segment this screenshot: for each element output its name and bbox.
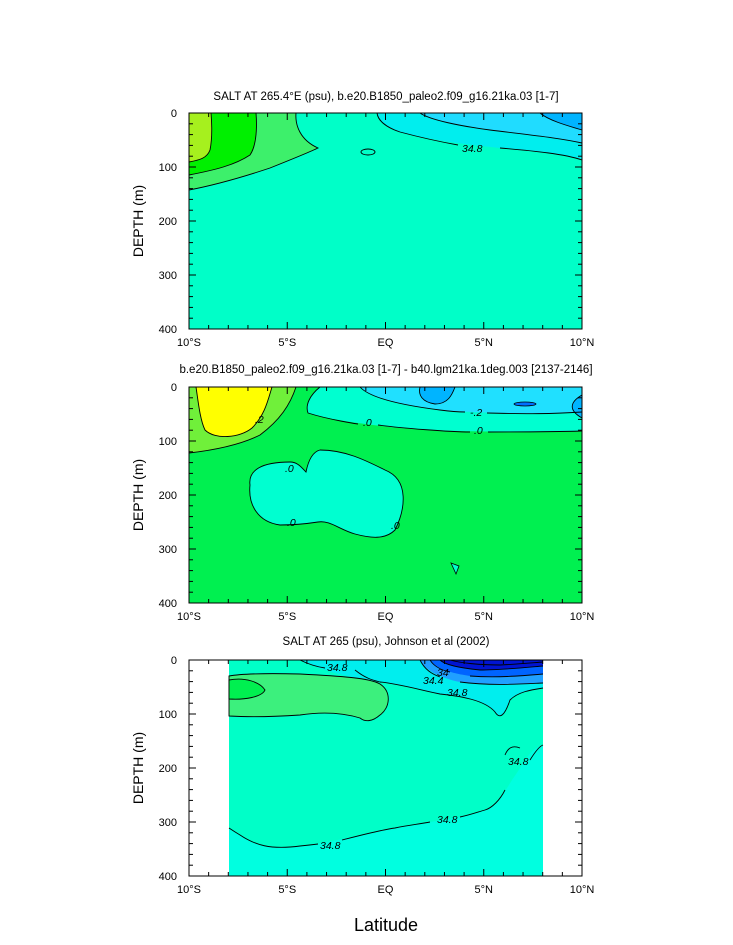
panel-3-x-tick-label: 5°N <box>475 884 494 896</box>
panel-1-plot: 34.8 <box>188 112 583 330</box>
panel-2-fill-region-8 <box>249 449 404 538</box>
panel-3-fill-region-7 <box>228 678 266 700</box>
panel-1-x-tick-label: 10°S <box>177 337 201 349</box>
panel-1-contour-line-5 <box>419 112 583 144</box>
panel-3-contour-line-6 <box>228 744 544 848</box>
panel-3-title: SALT AT 265 (psu), Johnson et al (2002) <box>283 636 490 648</box>
panel-2-contour-label-1: .2 <box>255 414 264 426</box>
panel-1-x-tick-label: EQ <box>378 337 394 349</box>
panel-2-x-tick-label: 5°S <box>278 611 296 623</box>
panel-1-x-tick-label: 10°N <box>570 337 595 349</box>
panel-2-fill-region-9 <box>450 562 460 576</box>
panel-2-contour-label-7: .0 <box>391 520 400 532</box>
panel-1-y-tick-label: 100 <box>159 162 177 174</box>
panel-1-contour-blob <box>360 148 376 156</box>
panel-2-axes: 10°S 5°S EQ 5°N 10°N 0 100 200 300 400 <box>159 382 595 623</box>
panel-3-plot: 34.8 34 34.4 34.8 34.8 34.8 34.8 <box>188 659 583 877</box>
panel-1-contour-line-2 <box>188 112 257 176</box>
panel-2-contour-line-3 <box>306 386 583 433</box>
panel-2-y-tick-label: 0 <box>171 382 177 394</box>
panel-3-contour-line-2 <box>419 659 544 685</box>
panel-1-x-tick-label: 5°S <box>278 337 296 349</box>
panel-3-contour-label-7: 34.8 <box>320 840 341 852</box>
panel-2-title: b.e20.B1850_paleo2.f09_g16.21ka.03 [1-7]… <box>179 364 592 376</box>
panel-1-fill-region-5 <box>420 113 582 143</box>
panel-1-contour-line-1 <box>188 112 320 191</box>
panel-2-contour-label-5: .0 <box>285 463 294 475</box>
panel-2-contour-line-5 <box>419 386 456 405</box>
panel-3-contour-label-2: 34 <box>437 667 449 679</box>
panel-2-contour-label-4: .0 <box>474 425 483 437</box>
panel-3-contour-line-5 <box>449 659 544 666</box>
panel-2-y-tick-label: 300 <box>159 544 177 556</box>
panel-3-contour-label-5: 34.8 <box>508 756 529 768</box>
panel-1: SALT AT 265.4°E (psu), b.e20.B1850_paleo… <box>130 91 594 349</box>
panel-3-y-tick-label: 200 <box>159 763 177 775</box>
panel-3: SALT AT 265 (psu), Johnson et al (2002) … <box>130 636 594 935</box>
panel-2-plot: .2 .0 -.2 .0 .0 .0 .0 <box>188 386 583 604</box>
panel-3-x-tick-label: 10°S <box>177 884 201 896</box>
panel-3-axes: 10°S 5°S EQ 5°N 10°N 0 100 200 300 400 <box>159 655 595 896</box>
panel-2-fill-region-2 <box>196 387 272 437</box>
panel-3-xlabel: Latitude <box>354 915 418 935</box>
panel-3-y-tick-label: 400 <box>159 871 177 883</box>
panel-3-contour-label-1: 34.8 <box>327 662 348 674</box>
panel-1-fill-region-6 <box>540 113 582 130</box>
panel-1-fill-region-3 <box>189 113 212 162</box>
panel-2: b.e20.B1850_paleo2.f09_g16.21ka.03 [1-7]… <box>130 364 594 623</box>
panel-3-fill-region-6 <box>228 673 389 722</box>
panel-3-y-tick-label: 0 <box>171 655 177 667</box>
panel-2-contour-label-3: -.2 <box>470 407 482 419</box>
panel-1-x-tick-label: 5°N <box>475 337 494 349</box>
panel-2-x-tick-label: EQ <box>378 611 394 623</box>
panel-2-y-tick-label: 100 <box>159 436 177 448</box>
panel-3-contour-line-1 <box>299 659 544 717</box>
panel-2-contour-label-2: .0 <box>363 417 372 429</box>
panel-1-contour-label: 34.8 <box>462 143 483 155</box>
panel-2-y-tick-label: 400 <box>159 598 177 610</box>
panel-3-contour-line-3 <box>429 659 544 678</box>
panel-1-axes: 10°S 5°S EQ 5°N 10°N 0 100 200 300 400 <box>159 108 595 349</box>
panel-3-contour-label-3: 34.4 <box>423 675 444 687</box>
panel-1-y-tick-label: 400 <box>159 324 177 336</box>
panel-1-y-tick-label: 300 <box>159 270 177 282</box>
panel-1-y-tick-label: 0 <box>171 108 177 120</box>
panel-1-y-tick-label: 200 <box>159 216 177 228</box>
panel-2-contour-line-1 <box>188 386 297 454</box>
panel-3-x-tick-label: 10°N <box>570 884 595 896</box>
panel-2-fill-region-4 <box>360 387 582 414</box>
panel-2-x-tick-label: 10°N <box>570 611 595 623</box>
panel-2-contour-line-2 <box>195 386 273 437</box>
panel-3-x-tick-label: EQ <box>378 884 394 896</box>
panel-1-contour-line-4 <box>376 112 583 161</box>
panel-3-y-tick-label: 300 <box>159 817 177 829</box>
panel-1-contour-line-3 <box>188 112 213 163</box>
panel-1-ylabel: DEPTH (m) <box>130 185 146 257</box>
panel-3-contour-label-4: 34.8 <box>447 687 468 699</box>
panel-2-contour-label-6: .0 <box>287 517 296 529</box>
panel-2-fill-region-7 <box>513 401 537 407</box>
panel-3-ylabel: DEPTH (m) <box>130 732 146 804</box>
panel-3-y-tick-label: 100 <box>159 709 177 721</box>
panel-2-x-tick-label: 10°S <box>177 611 201 623</box>
panel-2-contour-line-4 <box>359 386 583 415</box>
panel-2-fill-region-5 <box>419 387 455 404</box>
panel-1-title: SALT AT 265.4°E (psu), b.e20.B1850_paleo… <box>213 91 558 103</box>
panel-3-contour-label-6: 34.8 <box>437 814 458 826</box>
panel-2-y-tick-label: 200 <box>159 490 177 502</box>
panel-2-x-tick-label: 5°N <box>475 611 494 623</box>
panel-3-contour-line-4 <box>439 659 544 671</box>
panel-2-ylabel: DEPTH (m) <box>130 459 146 531</box>
panel-3-x-tick-label: 5°S <box>278 884 296 896</box>
panel-2-contour-line-6 <box>571 394 583 419</box>
